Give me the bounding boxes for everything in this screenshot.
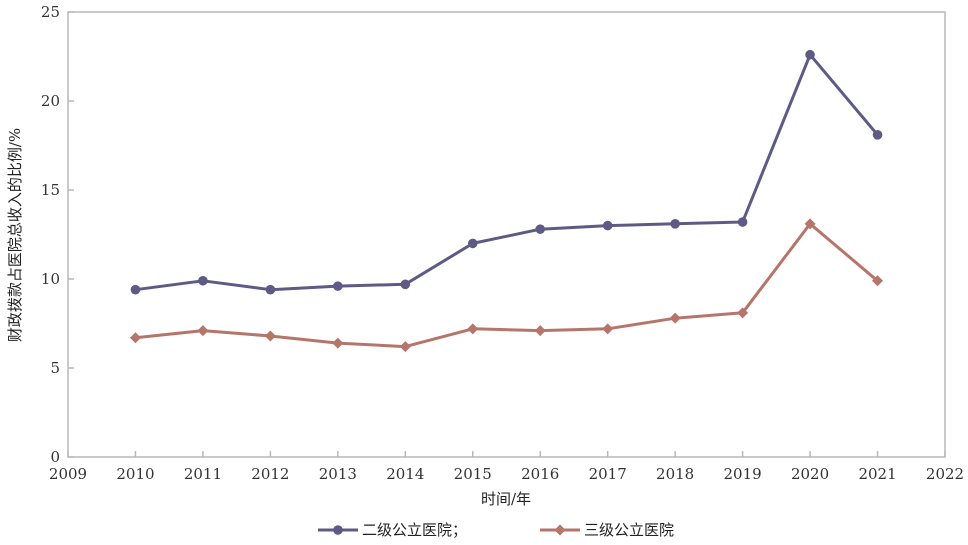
legend-label: 三级公立医院	[584, 521, 674, 539]
series-1	[130, 49, 883, 295]
x-tick-label: 2011	[184, 465, 222, 483]
data-point	[805, 49, 815, 60]
data-point	[872, 275, 884, 287]
y-tick-label: 10	[41, 270, 60, 288]
data-point	[467, 238, 478, 249]
legend-item: 二级公立医院；	[318, 521, 467, 539]
x-tick-label: 2017	[589, 465, 627, 483]
series-2	[129, 218, 884, 353]
y-tick-label: 25	[41, 3, 60, 21]
y-tick-label: 5	[50, 359, 60, 377]
data-point	[467, 323, 479, 335]
data-point	[602, 220, 613, 231]
data-point	[534, 325, 546, 337]
x-axis-title: 时间/年	[481, 490, 531, 508]
data-point	[737, 307, 749, 319]
plot-frame	[67, 11, 946, 458]
y-tick-label: 0	[50, 448, 60, 466]
data-point	[670, 219, 680, 229]
y-tick-label: 15	[41, 181, 60, 199]
data-point	[198, 275, 208, 286]
series-line	[135, 53, 879, 292]
y-axis-title: 财政拨款占医院总收入的比例/%	[6, 128, 24, 342]
data-point	[333, 281, 343, 291]
legend-swatch-marker	[554, 524, 566, 536]
legend-swatch-marker	[333, 525, 343, 535]
data-point	[669, 312, 681, 324]
data-point	[265, 284, 276, 295]
x-tick-label: 2013	[319, 465, 357, 483]
legend: 二级公立医院； 三级公立医院	[318, 521, 674, 539]
data-point	[264, 330, 276, 342]
x-tick-label: 2014	[386, 465, 424, 483]
x-tick-label: 2018	[656, 465, 694, 483]
series-layer	[129, 49, 884, 353]
x-tick-label: 2015	[454, 465, 492, 483]
y-axis-ticks: 0 5 10 15 20 25	[41, 3, 74, 466]
data-point	[130, 284, 141, 295]
data-point	[872, 130, 883, 140]
legend-item: 三级公立医院	[540, 521, 674, 539]
x-tick-label: 2012	[251, 465, 289, 483]
x-tick-label: 2021	[858, 465, 896, 483]
data-point	[400, 279, 411, 290]
series-line	[135, 222, 879, 349]
data-point	[399, 341, 411, 353]
data-point	[129, 332, 141, 344]
data-point	[535, 224, 546, 234]
data-point	[804, 218, 816, 230]
x-tick-label: 2016	[521, 465, 559, 483]
data-point	[602, 323, 614, 335]
legend-label: 二级公立医院；	[362, 521, 467, 539]
x-tick-label: 2010	[116, 465, 154, 483]
data-point	[197, 325, 209, 337]
x-axis-ticks: 2009 2010 2011 2012 2013 2014 2015 2016 2017 2018…	[49, 451, 964, 483]
x-tick-label: 2022	[926, 465, 964, 483]
data-point	[332, 337, 344, 349]
x-tick-label: 2020	[791, 465, 829, 483]
data-point	[737, 217, 748, 227]
x-tick-label: 2019	[724, 465, 762, 483]
x-tick-label: 2009	[49, 465, 87, 483]
y-tick-label: 20	[41, 92, 60, 110]
